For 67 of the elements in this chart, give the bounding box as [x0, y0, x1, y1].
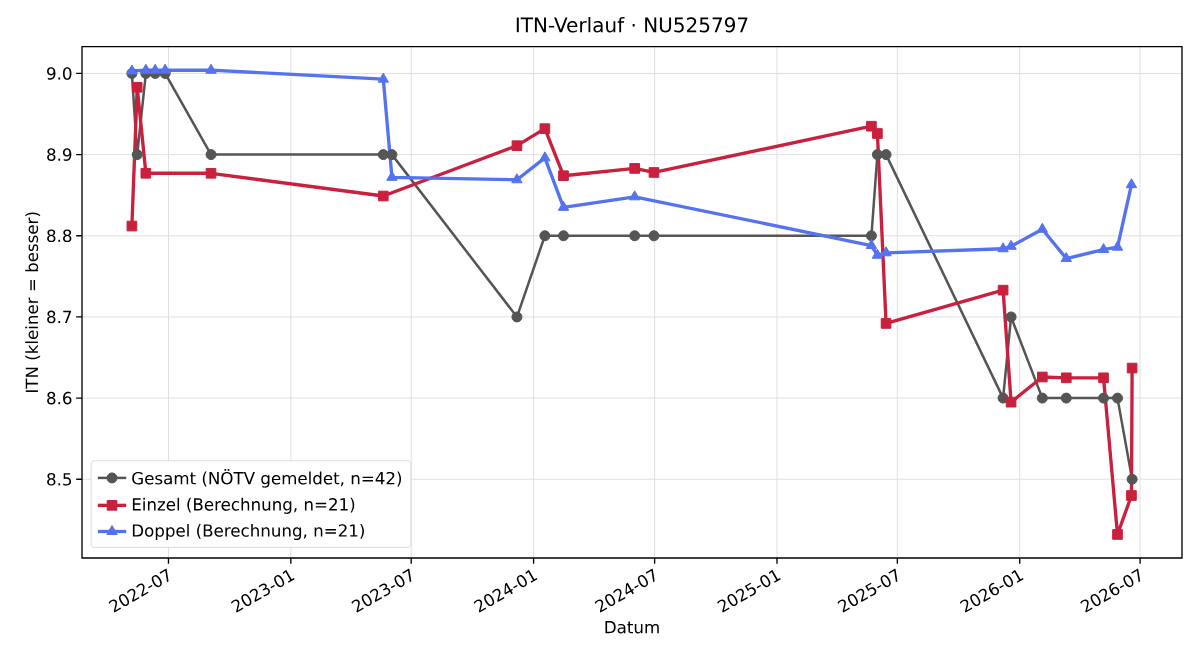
point [865, 239, 878, 250]
point [871, 248, 884, 259]
y-tick-label: 8.7 [47, 310, 72, 324]
point [1126, 473, 1138, 485]
point [205, 149, 217, 161]
y-tick-label: 8.6 [47, 391, 72, 405]
point [1060, 252, 1072, 263]
point [997, 242, 1009, 253]
point [648, 230, 660, 242]
point [511, 173, 523, 184]
y-tick-label: 8.8 [47, 229, 72, 243]
point [539, 123, 551, 134]
point [126, 220, 138, 232]
point [557, 200, 570, 211]
legend-label: Einzel (Berechnung, n=21) [132, 497, 355, 514]
point [880, 246, 892, 257]
point [872, 128, 883, 139]
point [628, 190, 641, 201]
point [131, 81, 143, 93]
point [558, 230, 569, 242]
point [377, 190, 389, 202]
point [1111, 240, 1124, 251]
point [539, 151, 551, 162]
point [1112, 529, 1123, 540]
point [1060, 372, 1072, 384]
point [539, 230, 551, 242]
point [1111, 392, 1123, 404]
point [1098, 392, 1110, 404]
point [997, 284, 1009, 296]
y-tick-label: 8.9 [47, 148, 72, 161]
point [205, 63, 217, 74]
point [140, 63, 152, 74]
point [1126, 362, 1138, 374]
point [386, 149, 398, 161]
legend-label: Doppel (Berechnung, n=21) [132, 523, 364, 541]
point [880, 318, 892, 329]
point [140, 167, 152, 179]
point [865, 230, 877, 242]
point [205, 167, 217, 179]
legend-label: Gesamt (NÖTV gemeldet, n=42) [132, 469, 402, 488]
point [880, 149, 892, 161]
point [1060, 392, 1072, 404]
chart-title: ITN-Verlauf · NU525797 [516, 16, 748, 33]
x-axis-title: Datum [605, 621, 659, 634]
point [159, 63, 171, 74]
point [1098, 372, 1109, 384]
point [1036, 392, 1048, 404]
point [1097, 243, 1110, 254]
y-axis-title: ITN (kleiner = besser) [25, 212, 41, 392]
point [629, 163, 640, 174]
point [871, 149, 883, 161]
point [149, 63, 161, 74]
point [126, 64, 138, 75]
point [629, 230, 641, 242]
point [131, 149, 143, 161]
y-tick-label: 9.0 [47, 67, 72, 80]
point [1005, 396, 1017, 408]
point [1125, 178, 1138, 189]
point [1005, 311, 1017, 323]
y-tick-label: 8.5 [47, 472, 72, 486]
point [511, 311, 523, 323]
point [558, 170, 569, 182]
point [1037, 371, 1048, 383]
point [648, 167, 660, 178]
point [1126, 490, 1137, 501]
point [511, 140, 523, 152]
point [377, 72, 389, 83]
